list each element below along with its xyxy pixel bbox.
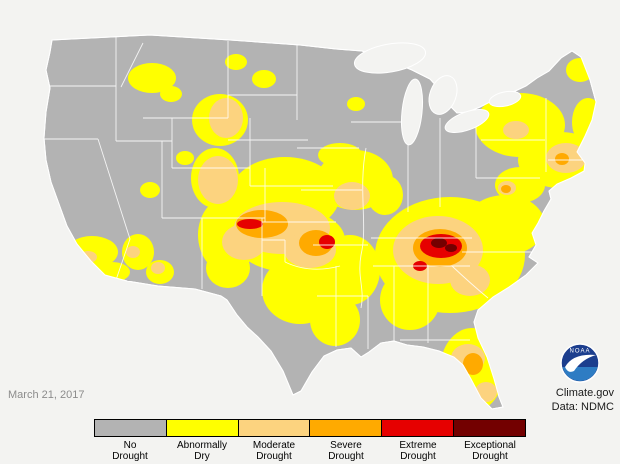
drought-region-d4	[445, 244, 457, 252]
drought-region-d0	[347, 97, 365, 111]
legend-label-severe-drought: Severe Drought	[328, 440, 364, 463]
great-lakes	[353, 42, 522, 146]
drought-region-d0	[572, 98, 596, 146]
drought-region-d0	[318, 143, 362, 167]
legend-swatch-abnormally-dry	[166, 420, 239, 436]
drought-region-d3	[237, 219, 263, 229]
legend-label-extreme-drought: Extreme Drought	[399, 440, 437, 463]
legend-label-moderate-drought: Moderate Drought	[252, 440, 296, 463]
lake-ontario	[488, 90, 522, 108]
attribution-source: Climate.gov	[555, 387, 614, 399]
legend-swatch-no-drought	[95, 420, 167, 436]
legend-swatch-moderate-drought	[238, 420, 311, 436]
drought-region-d4	[431, 238, 447, 248]
drought-region-d0	[465, 195, 545, 255]
drought-region-d2	[555, 153, 569, 165]
drought-region-d2	[463, 353, 483, 375]
lake-superior	[353, 42, 427, 74]
noaa-logo-gull-icon	[565, 354, 596, 372]
legend-swatch-severe-drought	[310, 420, 383, 436]
state-borders	[44, 35, 588, 349]
drought-region-d1	[126, 246, 140, 258]
legend-label-no-drought: No Drought	[112, 440, 148, 463]
legend-swatch-exceptional-drought	[454, 420, 525, 436]
legend-label-abnormally-dry: Abnormally Dry	[176, 440, 228, 463]
drought-region-d0	[140, 182, 160, 198]
lake-huron	[428, 75, 458, 115]
drought-region-d0	[310, 294, 360, 346]
lake-michigan	[400, 78, 424, 146]
drought-region-d1	[198, 156, 238, 204]
drought-regions-layer	[66, 54, 596, 409]
drought-region-d0	[367, 175, 403, 215]
legend-label-exceptional-drought: Exceptional Drought	[464, 440, 516, 463]
noaa-logo-text: NOAA	[569, 349, 590, 355]
drought-region-d0	[380, 270, 440, 330]
drought-region-d0	[252, 70, 276, 88]
drought-region-d1	[334, 182, 370, 210]
date-label: March 21, 2017	[8, 389, 85, 401]
drought-region-d0	[160, 86, 182, 102]
drought-region-d0	[225, 54, 247, 70]
drought-region-d2	[501, 185, 511, 193]
drought-region-d0	[94, 262, 130, 282]
drought-legend: No Drought Abnormally Dry Moderate Drought …	[94, 419, 526, 462]
drought-region-d1	[503, 121, 529, 139]
noaa-logo: NOAA	[560, 343, 600, 383]
us-drought-map	[43, 34, 597, 410]
legend-labels: No Drought Abnormally Dry Moderate Drought …	[94, 440, 526, 462]
drought-region-d3	[319, 235, 335, 249]
legend-swatch-bar	[94, 419, 526, 437]
attribution: Climate.gov Data: NDMC	[552, 387, 614, 415]
drought-region-d1	[151, 262, 165, 274]
drought-region-d1	[450, 264, 490, 296]
attribution-data: Data: NDMC	[551, 400, 614, 413]
drought-region-d0	[128, 63, 176, 93]
lake-erie	[444, 108, 490, 134]
drought-region-d0	[176, 151, 194, 165]
legend-swatch-extreme-drought	[382, 420, 455, 436]
